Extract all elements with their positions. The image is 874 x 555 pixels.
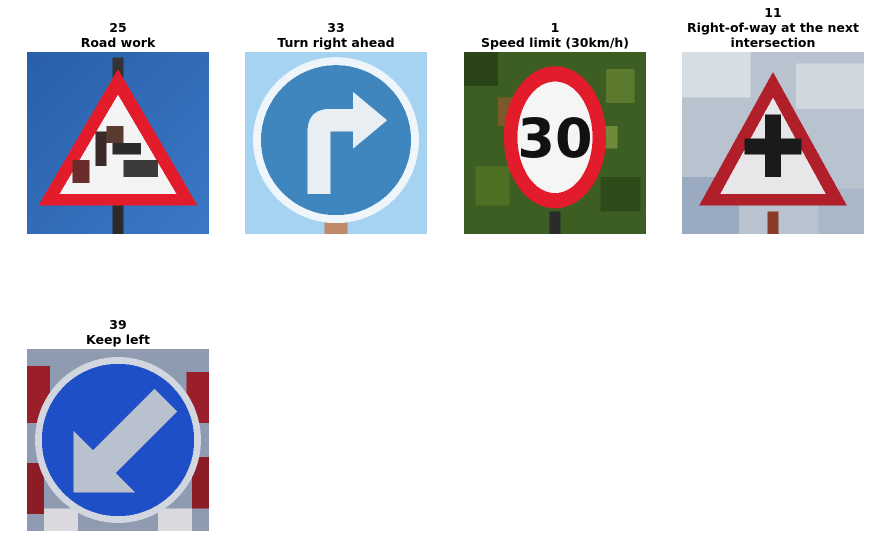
class-label-line-2: intersection — [730, 35, 816, 50]
class-label: Speed limit (30km/h) — [480, 35, 630, 50]
right-of-way-sign-image — [682, 52, 864, 234]
class-label: Keep left — [86, 332, 150, 347]
turn-right-ahead-sign-image — [245, 52, 427, 234]
class-id: 25 — [109, 20, 127, 35]
panel-title: 39 Keep left — [0, 317, 249, 347]
speed-limit-number: 30 — [517, 107, 592, 170]
panel-title: 33 Turn right ahead — [205, 20, 467, 50]
class-label: Road work — [80, 35, 156, 50]
panel-title: 1 Speed limit (30km/h) — [424, 20, 686, 50]
keep-left-sign-image — [27, 349, 209, 531]
road-work-sign-image — [27, 52, 209, 234]
panel-title: 25 Road work — [0, 20, 249, 50]
speed-limit-30-sign-image: 30 — [464, 52, 646, 234]
class-label-line-1: Right-of-way at the next — [687, 20, 859, 35]
class-label: Turn right ahead — [277, 35, 395, 50]
class-id: 11 — [764, 5, 782, 20]
panel-title: 11 Right-of-way at the next intersection — [642, 5, 874, 50]
class-id: 39 — [109, 317, 127, 332]
class-id: 33 — [327, 20, 345, 35]
class-id: 1 — [550, 20, 560, 35]
